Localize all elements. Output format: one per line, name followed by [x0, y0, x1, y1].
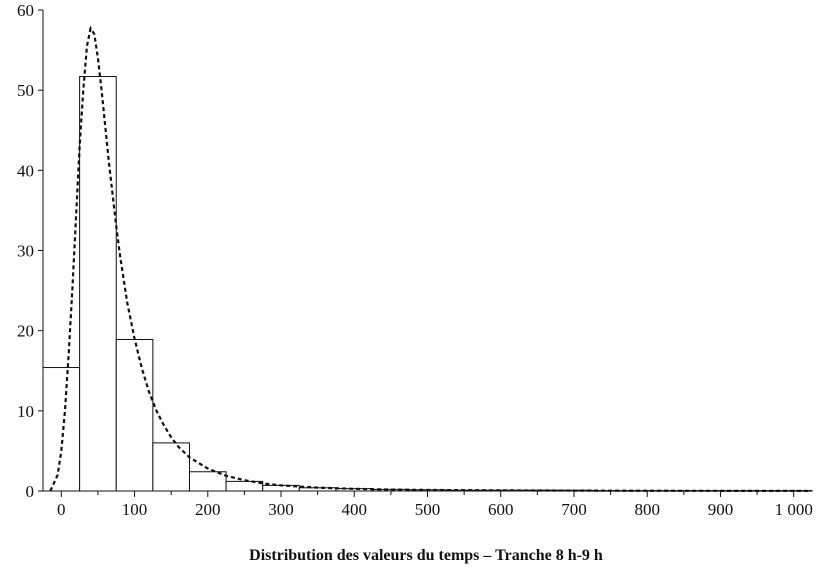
x-tick-label-700: 700	[561, 500, 587, 519]
x-tick-label-600: 600	[488, 500, 514, 519]
x-tick-label-400: 400	[342, 500, 368, 519]
x-tick-label-500: 500	[415, 500, 441, 519]
y-tick-label-10: 10	[17, 402, 34, 421]
x-tick-label-0: 0	[57, 500, 66, 519]
histogram-bar-2	[115, 338, 154, 492]
x-tick-label-200: 200	[195, 500, 221, 519]
x-tick-label-900: 900	[708, 500, 734, 519]
x-tick-label-800: 800	[634, 500, 660, 519]
y-tick-label-40: 40	[17, 161, 34, 180]
curve-layer	[49, 25, 809, 493]
histogram-bar-0	[42, 367, 81, 492]
y-tick-label-0: 0	[26, 482, 35, 501]
x-tick-label-300: 300	[268, 500, 294, 519]
x-tick-label-1000: 1 000	[775, 500, 813, 519]
x-tick-label-100: 100	[122, 500, 148, 519]
y-tick-label-50: 50	[17, 81, 34, 100]
histogram-bar-5	[225, 480, 264, 492]
fitted-density-curve	[49, 25, 809, 493]
y-tick-label-60: 60	[17, 1, 34, 20]
x-axis-title: Distribution des valeurs du temps – Tran…	[249, 547, 603, 564]
histogram-bar-3	[152, 442, 190, 492]
bars-layer	[42, 76, 813, 492]
y-tick-label-30: 30	[17, 242, 34, 261]
y-tick-label-20: 20	[17, 322, 34, 341]
histogram-bar-1	[79, 76, 117, 492]
